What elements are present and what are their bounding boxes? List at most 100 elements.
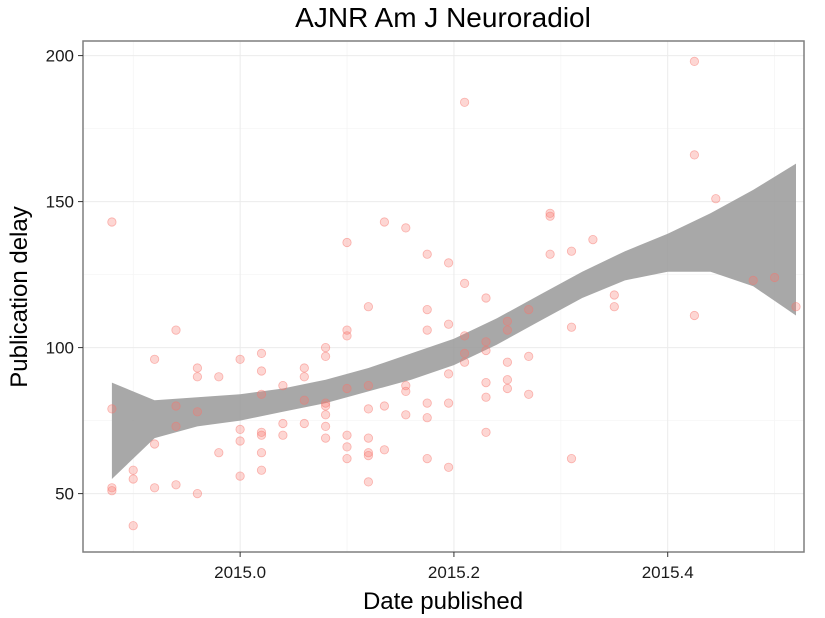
confidence-ribbon [111,163,796,479]
scatter-point [128,474,138,484]
scatter-point [379,401,389,411]
scatter-point [711,194,721,204]
scatter-point [171,421,181,431]
scatter-point [524,389,534,399]
scatter-point [422,325,432,335]
scatter-point [566,322,577,332]
y-tick-label: 150 [46,193,74,212]
scatter-point [379,217,389,227]
scatter-point [320,401,331,411]
scatter-point [320,433,331,443]
scatter-point [502,316,512,326]
scatter-point [107,404,117,414]
scatter-point [235,354,245,364]
scatter-point [459,348,470,358]
scatter-point [235,471,245,481]
scatter-point [524,304,534,315]
scatter-point [299,395,309,405]
scatter-point [128,521,138,531]
scatter-point [401,410,411,420]
scatter-point [422,304,432,315]
scatter-point [299,363,309,373]
scatter-point [502,375,512,385]
scatter-point [443,369,454,379]
scatter-point [320,342,331,353]
scatter-point [422,398,432,408]
scatter-point [107,486,117,496]
scatter-point [278,430,288,440]
x-axis: 2015.0 2015.2 2015.4 [214,552,694,582]
scatter-point [278,418,288,429]
scatter-point [502,325,512,335]
scatter-point [481,345,491,356]
scatter-point [791,302,801,312]
scatter-point [401,386,411,396]
scatter-point [459,97,470,107]
scatter-point [689,150,700,160]
scatter-point [342,237,352,248]
scatter-point [107,483,117,493]
scatter-point [769,272,780,283]
scatter-point [192,372,202,382]
scatter-point [609,302,619,312]
scatter-point [566,453,577,464]
scatter-point [459,357,470,367]
y-tick-label: 200 [46,47,74,66]
scatter-point [235,436,245,446]
scatter-point [320,421,331,431]
scatter-point [256,389,267,399]
data-points [107,56,801,531]
scatter-point [689,310,700,321]
scatter-point [299,418,309,429]
scatter-point [256,366,267,376]
scatter-point [214,372,224,382]
scatter-point [150,483,160,493]
scatter-point [256,430,267,440]
y-tick-label: 100 [46,339,74,358]
scatter-point [128,465,138,475]
scatter-point [545,211,555,221]
scatter-point [342,453,352,464]
scatter-point [401,223,411,233]
scatter-point [256,427,267,437]
scatter-point [481,337,491,347]
scatter-point [363,450,373,461]
scatter-point [363,433,373,443]
scatter-point [278,380,288,391]
scatter-point [566,246,577,256]
scatter-point [481,293,491,303]
scatter-point [192,363,202,373]
smooth-ribbon-layer [111,163,796,479]
scatter-point [320,410,331,420]
scatter-point [545,249,555,259]
scatter-point [256,348,267,358]
scatter-point [443,398,454,408]
scatter-point [171,401,181,411]
y-tick-label: 50 [55,485,74,504]
scatter-point [342,430,352,440]
chart-title: AJNR Am J Neuroradiol [295,2,591,33]
scatter-point [545,208,555,218]
scatter-point [748,275,758,285]
major-gridlines [83,41,804,552]
scatter-point [443,258,454,268]
scatter-point [363,302,373,312]
x-axis-title: Date published [363,588,523,615]
scatter-point [609,290,619,300]
scatter-point [192,407,202,417]
y-axis-title: Publication delay [6,206,33,387]
plot-border [82,40,805,553]
scatter-point [363,477,373,487]
scatter-point [342,331,352,341]
scatter-point [502,357,512,367]
scatter-point [235,424,245,434]
scatter-point [150,354,160,364]
scatter-point [459,278,470,288]
scatter-point [171,480,181,490]
scatter-point [422,249,432,259]
scatter-point [588,235,598,245]
scatter-point [363,380,373,391]
plot-panel [83,41,804,552]
scatter-point [443,319,454,329]
